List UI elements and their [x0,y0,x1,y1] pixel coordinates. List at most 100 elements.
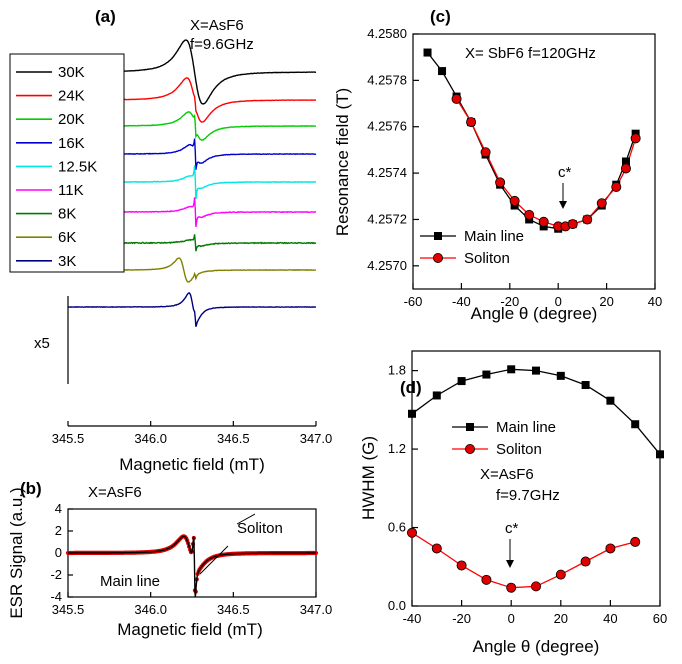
panel-b-annotation-soliton: Soliton [237,520,283,537]
panel-c-label: (c) [430,7,451,26]
panel-b-main-line-pointer [199,545,229,575]
panel-a-scale-note: x5 [34,335,50,352]
panel-b-x-tick-label: 346.0 [134,602,167,617]
panel-c-cstar-arrowhead [559,201,567,209]
panel-b-x-tick-label: 345.5 [52,602,85,617]
panel-c-y-ticks: 4.2570 4.2572 4.2574 4.2576 4.2578 4.2580 [367,26,419,273]
panel-d-x-tick-label: 20 [554,611,568,626]
panel-a-annotation-compound: X=AsF6 [190,17,244,34]
panel-d-series [406,365,664,593]
panel-d-plot-frame [411,350,661,607]
panel-c-series [423,48,641,233]
panel-d-legend-marker [466,423,474,431]
panel-a-x-tick-label: 345.5 [52,431,85,446]
panel-d-cstar-arrowhead [506,560,514,568]
panel-c-annotation-compound: X= SbF6 f=120GHz [465,45,596,62]
panel-c-soliton-point [582,214,593,225]
panel-d-main-line-point [656,450,664,459]
panel-c-annotation-cstar: c* [558,164,572,181]
panel-b-y-tick-label: 0 [55,545,62,560]
panel-c-x-tick-label: -20 [500,294,519,309]
panel-a-x-tick-label: 346.0 [134,431,167,446]
panel-a-legend-label: 16K [58,135,85,152]
panel-c-soliton-point [567,219,578,230]
panel-d-series-line-1 [411,532,636,589]
panel-c-main-line-point [438,67,447,76]
panel-d-label: (d) [400,378,422,397]
panel-b-annotation-main-line: Main line [100,573,160,590]
panel-d-y-label: HWHM (G) [359,436,378,520]
panel-a-legend-label: 3K [58,253,76,270]
panel-d-main-line-point [482,370,491,379]
panel-c-series-line-1 [456,98,637,228]
panel-d-main-line-point [457,377,466,386]
panel-c-x-tick-label: 0 [555,294,562,309]
panel-c-y-tick-label: 4.2576 [367,119,407,134]
panel-c-main-line-point [621,157,630,166]
panel-c-legend-label: Main line [464,228,524,245]
panel-c-soliton-point [495,177,506,188]
panel-c-y-tick-label: 4.2574 [367,165,407,180]
panel-c-chart: (c) 4.2570 4.2572 4.2574 4.2576 4.2578 4.2580… [333,7,662,323]
panel-c-y-label: Resonance field (T) [333,88,352,236]
panel-a-label: (a) [95,7,116,26]
panel-a-legend-label: 8K [58,206,76,223]
panel-d-x-tick-label: -20 [452,611,471,626]
panel-d-soliton-point [630,536,641,547]
panel-a-x-label: Magnetic field (mT) [119,455,264,474]
panel-d-soliton-point [580,556,591,567]
panel-a-legend-label: 12.5K [58,158,97,175]
panel-c-x-tick-label: -40 [452,294,471,309]
panel-c-y-tick-label: 4.2572 [367,211,407,226]
panel-d-y-ticks: 0.0 0.6 1.2 1.8 [388,363,418,613]
panel-d-legend-label: Main line [496,419,556,436]
panel-c-main-line-point [423,48,432,57]
panel-d-chart: (d) 0.0 0.6 1.2 1.8 -40 -20 0 20 40 60 Main line… [359,350,667,656]
panel-d-main-line-point [606,396,615,405]
panel-d-main-line-point [532,366,540,375]
panel-d-soliton-point [406,527,417,538]
panel-a-x-tick-label: 347.0 [300,431,333,446]
panel-c-soliton-point [611,181,622,192]
panel-d-annotation-frequency: f=9.7GHz [496,487,560,504]
panel-a-legend-label: 30K [58,64,85,81]
panel-b-annotation-compound: X=AsF6 [88,484,142,501]
panel-c-x-ticks: -60 -40 -20 0 20 40 [404,283,662,309]
panel-a-legend-label: 20K [58,111,85,128]
panel-c-y-tick-label: 4.2570 [367,258,407,273]
panel-a-annotation-frequency: f=9.6GHz [190,36,254,53]
panel-c-soliton-point [630,133,641,144]
panel-b-x-tick-label: 346.5 [217,602,250,617]
panel-c-soliton-point [509,195,520,206]
panel-b-y-tick-label: -4 [50,589,62,604]
panel-d-main-line-point [408,409,416,418]
panel-a-legend-label: 6K [58,229,76,246]
panel-d-soliton-point [456,560,467,571]
panel-b-soliton-pointer [236,513,256,525]
panel-d-main-line-point [556,371,565,380]
panel-d-soliton-point [605,543,616,554]
panel-c-soliton-point [480,147,491,158]
panel-c-legend-marker [432,252,443,263]
panel-a-x-tick-label: 346.5 [217,431,250,446]
panel-d-x-ticks: -40 -20 0 20 40 60 [403,600,667,626]
panel-d-main-line-point [581,381,590,389]
panel-a-chart: (a) X=AsF6 f=9.6GHz 345.5 346.0 346.5 347.0… [9,7,333,474]
panel-d-soliton-point [506,582,517,593]
panel-d-annotation-cstar: c* [505,520,519,537]
panel-b-curves [65,534,319,598]
panel-c-soliton-point [451,93,462,104]
panel-c-y-tick-label: 4.2580 [367,26,407,41]
panel-c-soliton-point [524,209,535,220]
panel-d-soliton-point [555,569,566,580]
panel-d-annotation-compound: X=AsF6 [480,466,534,483]
panel-c-soliton-point [466,117,477,128]
panel-d-x-tick-label: 60 [653,611,667,626]
panel-d-main-line-point [631,420,640,429]
panel-d-soliton-point [481,574,492,585]
panel-b-label: (b) [20,479,42,498]
panel-b-y-tick-label: 2 [55,523,62,538]
panel-c-legend-marker [434,232,442,240]
